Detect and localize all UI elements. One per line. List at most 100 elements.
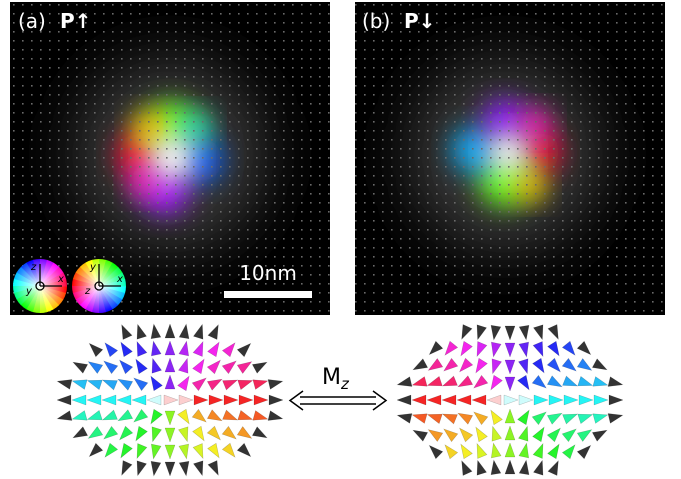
spin-cone (579, 395, 593, 405)
spin-cone (132, 444, 147, 461)
spin-cone (534, 395, 548, 405)
spin-cone (116, 375, 133, 390)
spin-cone (505, 377, 515, 391)
spin-cone (86, 357, 103, 373)
spin-cone (71, 358, 88, 373)
scale-bar (224, 291, 312, 298)
spin-cone (488, 425, 502, 441)
spin-cone (505, 409, 515, 423)
spin-cone (562, 442, 579, 459)
spin-cone (505, 326, 515, 340)
spin-cone (116, 410, 133, 425)
spin-cone (426, 442, 443, 459)
spin-cone (548, 442, 564, 459)
spin-cone (193, 461, 207, 477)
spin-cone (547, 376, 564, 391)
spin-cone (533, 342, 548, 359)
spin-cone (132, 426, 148, 443)
panel-title: P↓ (404, 9, 435, 33)
spin-cone (165, 462, 175, 476)
spin-cone (505, 443, 515, 457)
spin-cone (533, 325, 547, 341)
spin-cone (441, 425, 458, 442)
spin-cone (426, 376, 442, 390)
spin-cone (222, 443, 239, 460)
operator-symbol: M (322, 365, 341, 390)
spin-cone (577, 442, 594, 459)
spin-cone (101, 410, 118, 425)
spin-cone (472, 358, 488, 375)
spin-cone (562, 358, 579, 375)
spin-cone (518, 408, 534, 425)
spin-cone (149, 323, 161, 338)
spin-cone (86, 340, 103, 357)
spin-cone (456, 376, 473, 391)
spin-cone (101, 443, 118, 460)
spin-cone (147, 395, 161, 405)
spin-cone (178, 357, 192, 373)
spin-cone (411, 377, 427, 390)
spin-cone (533, 459, 547, 475)
axis-label: x (57, 274, 64, 285)
spin-cone (411, 426, 428, 441)
spin-cone (193, 357, 209, 374)
spin-cone (426, 410, 442, 424)
spin-cone (456, 409, 473, 424)
spin-cone (222, 357, 239, 374)
spin-cone (254, 395, 268, 405)
spin-cone (101, 375, 118, 390)
spin-cone (396, 377, 412, 390)
spin-cone (117, 323, 132, 340)
spin-textures (56, 323, 624, 478)
spin-cone (577, 359, 594, 375)
operator-subscript: z (340, 375, 350, 393)
spin-cone (548, 341, 564, 358)
spin-cone (412, 395, 426, 405)
spin-cone (533, 358, 549, 375)
spin-cone (86, 376, 102, 390)
spin-cone (609, 395, 623, 405)
spin-cone (237, 443, 254, 460)
spin-cone (133, 323, 147, 339)
spin-cone (396, 410, 412, 423)
spin-cone (533, 442, 548, 459)
spin-cone (505, 343, 515, 357)
spin-cone (147, 374, 163, 391)
spin-cone (441, 358, 458, 375)
spin-cone (488, 359, 502, 375)
spin-cone (472, 395, 486, 405)
spin-cone (564, 395, 578, 405)
spin-cone (223, 375, 240, 390)
spin-cone (253, 376, 269, 389)
spin-cone (426, 341, 443, 358)
spin-cone (165, 375, 175, 389)
spin-cone (592, 359, 609, 374)
axis-label: z (30, 262, 37, 273)
spin-cone (165, 324, 175, 338)
spin-cone (72, 395, 86, 405)
spin-cone (224, 395, 238, 405)
spin-cone (222, 426, 239, 443)
spin-cone (441, 341, 458, 358)
spin-cone (532, 408, 549, 425)
spin-cone (533, 425, 549, 442)
spin-cone (71, 376, 87, 389)
spin-cone (116, 357, 133, 374)
spin-cone (489, 325, 501, 340)
spin-cone (397, 395, 411, 405)
spin-cone (548, 459, 563, 476)
spin-cone (164, 395, 178, 405)
spin-cone (608, 410, 624, 423)
spin-cone (132, 340, 147, 357)
spin-cone (457, 324, 472, 341)
spin-cone (71, 427, 88, 442)
spin-cone (269, 395, 283, 405)
axis-label: x (116, 274, 123, 285)
spin-cone (239, 395, 253, 405)
spin-cone (562, 341, 579, 358)
spin-cone (578, 376, 594, 390)
spin-cone (179, 461, 191, 476)
spin-cone (71, 411, 87, 424)
double-arrow (290, 391, 386, 410)
spin-cone (208, 323, 223, 340)
